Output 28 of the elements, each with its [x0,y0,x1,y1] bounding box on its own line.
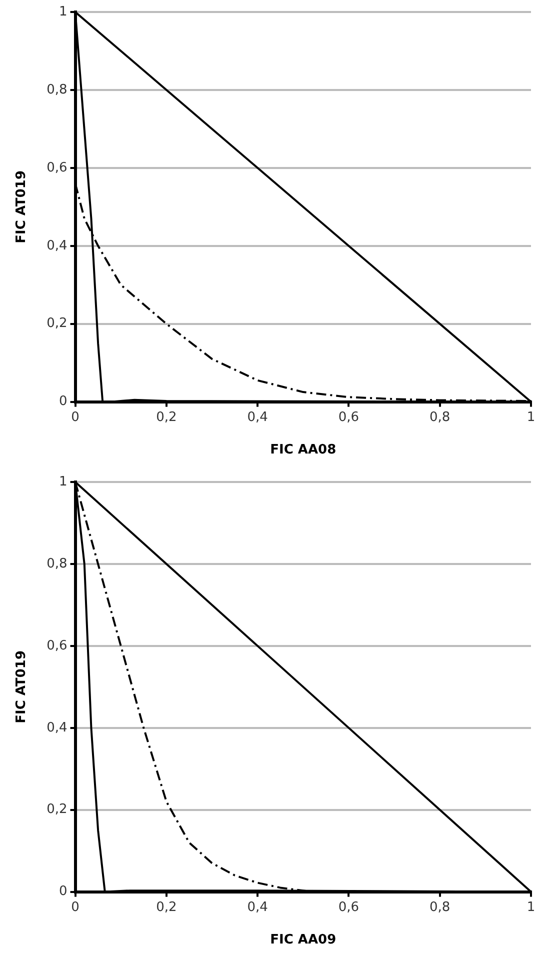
x-axis-title: FIC AA08 [270,442,336,458]
y-tick-label: 0,8 [46,556,68,572]
y-tick-label: 1 [58,4,68,20]
x-tick-label: 0,4 [247,410,268,425]
y-tick-label: 0,4 [46,238,68,254]
y-tick-label: 0,8 [46,82,68,98]
y-tick-label: 0,2 [46,802,68,818]
x-tick-label: 0,2 [156,900,177,915]
x-tick-label: 0 [71,410,80,425]
x-tick-label: 1 [526,410,536,425]
y-axis-title: FIC AT019 [14,650,30,724]
x-axis-title: FIC AA09 [270,932,336,948]
y-tick-label: 0,6 [46,638,68,654]
y-axis-title: FIC AT019 [14,170,30,244]
y-tick-label: 0,2 [46,316,68,332]
x-tick-label: 0,4 [247,900,268,915]
x-tick-label: 0,8 [430,410,450,425]
y-tick-label: 0 [58,884,68,900]
y-tick-label: 0 [58,394,68,410]
x-tick-label: 0,8 [430,900,450,915]
y-tick-label: 0,6 [46,160,68,176]
x-tick-label: 0 [71,900,80,915]
x-tick-label: 0,6 [338,900,360,915]
x-tick-label: 0,6 [338,410,360,425]
y-tick-label: 0,4 [46,720,68,736]
x-tick-label: 1 [526,900,536,915]
x-tick-label: 0,2 [156,410,177,425]
y-tick-label: 1 [58,474,68,490]
